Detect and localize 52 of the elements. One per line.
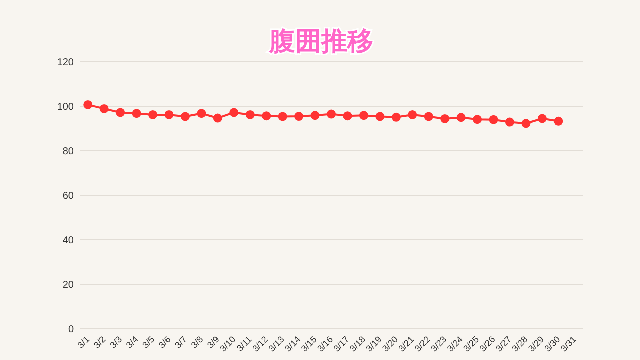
point <box>376 112 385 122</box>
point <box>164 110 174 120</box>
point <box>246 110 255 120</box>
x-tick-label: 3/1 <box>76 334 92 350</box>
point <box>148 110 158 120</box>
x-tick-label: 3/8 <box>189 334 206 350</box>
x-tick-label: 3/19 <box>364 334 384 354</box>
y-tick-label: 120 <box>57 58 74 68</box>
y-tick-label: 40 <box>62 236 74 246</box>
x-tick-label: 3/6 <box>156 334 173 350</box>
y-tick-label: 0 <box>68 324 74 336</box>
point <box>505 118 514 127</box>
x-tick-label: 3/3 <box>108 334 124 350</box>
y-tick-label: 20 <box>62 280 74 291</box>
chart-title: 腹囲推移 <box>268 26 374 56</box>
point <box>359 111 368 120</box>
point <box>456 113 466 122</box>
point <box>522 119 531 128</box>
point <box>310 111 320 120</box>
y-tick-label: 100 <box>57 102 74 113</box>
point <box>262 112 272 121</box>
x-tick-label: 3/4 <box>124 334 140 350</box>
x-tick-label: 3/28 <box>510 334 530 354</box>
point <box>343 112 352 121</box>
point <box>213 114 222 123</box>
point <box>440 114 450 124</box>
point <box>554 116 564 126</box>
point <box>116 108 126 118</box>
x-tick-label: 3/2 <box>92 334 108 350</box>
point <box>473 115 482 124</box>
x-tick-label: 3/14 <box>283 334 303 354</box>
point <box>489 115 498 124</box>
x-tick-label: 3/5 <box>140 334 157 350</box>
y-tick-label: 60 <box>62 191 74 202</box>
point <box>408 110 418 120</box>
point <box>392 112 401 122</box>
point <box>100 104 109 114</box>
x-tick-label: 3/21 <box>396 334 416 354</box>
x-tick-label: 3/23 <box>429 334 449 354</box>
point <box>538 114 547 124</box>
point <box>230 108 239 118</box>
point <box>132 109 142 118</box>
y-tick-label: 80 <box>62 146 74 158</box>
point <box>278 112 288 122</box>
point <box>327 110 336 119</box>
x-tick-label: 3/7 <box>173 334 190 350</box>
point <box>424 112 434 122</box>
point <box>197 109 206 118</box>
x-tick-label: 3/16 <box>316 334 336 354</box>
point <box>84 100 93 110</box>
point <box>294 112 304 122</box>
point <box>180 112 190 122</box>
